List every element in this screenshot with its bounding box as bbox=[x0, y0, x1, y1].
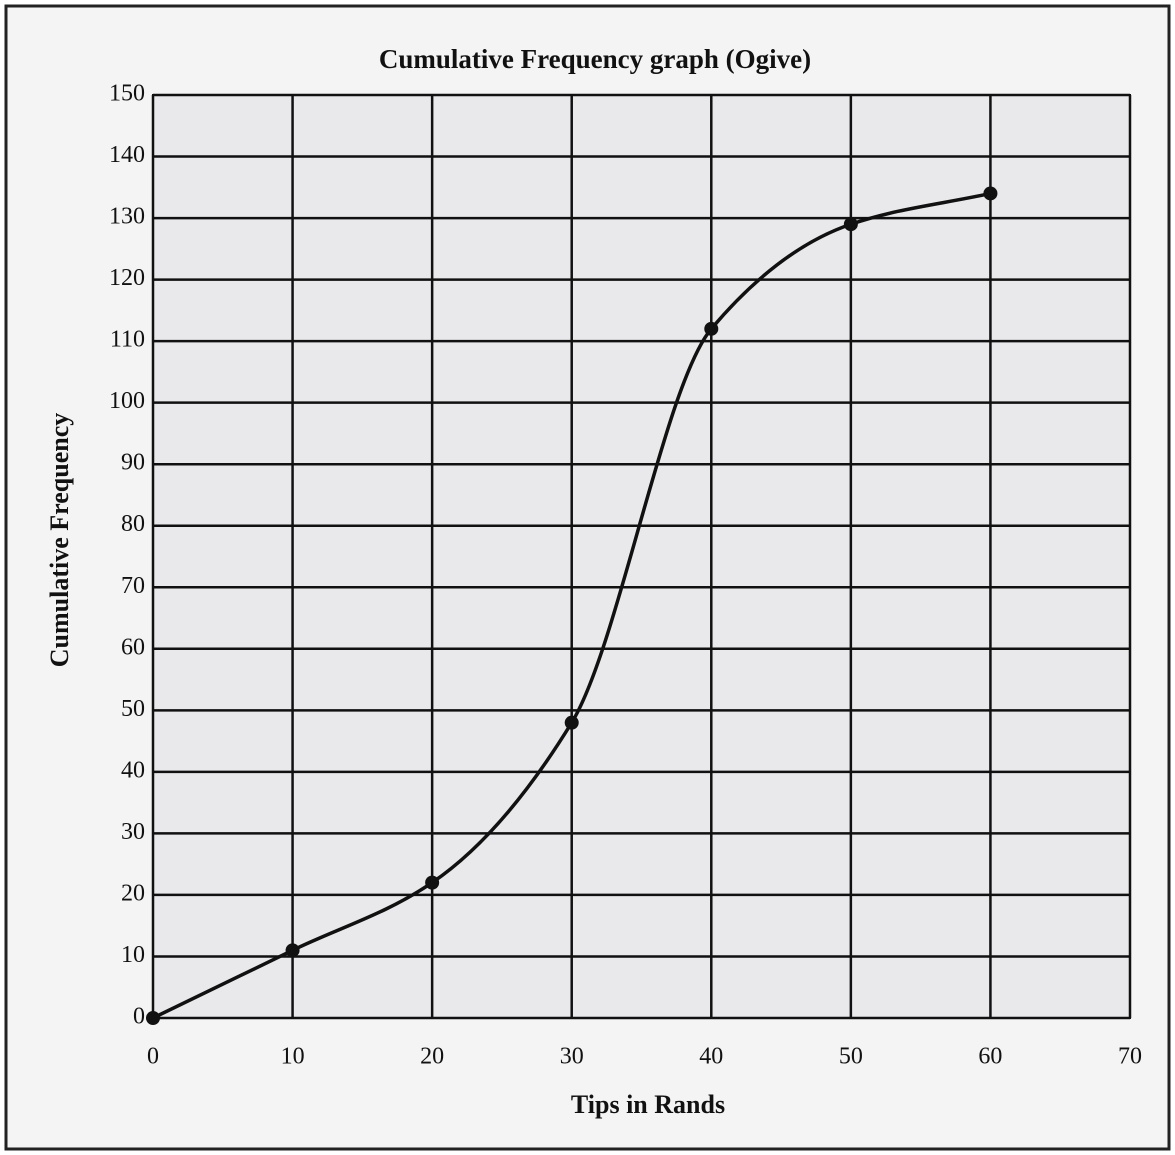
data-point bbox=[564, 715, 579, 730]
y-tick-label: 10 bbox=[121, 942, 145, 968]
y-tick-label: 90 bbox=[121, 450, 145, 476]
y-tick-label: 50 bbox=[121, 696, 145, 722]
y-axis-title: Cumulative Frequency bbox=[45, 413, 74, 667]
ogive-line bbox=[152, 191, 991, 1020]
y-tick-label: 120 bbox=[109, 265, 145, 291]
x-tick-label: 20 bbox=[420, 1044, 444, 1070]
data-point bbox=[983, 186, 998, 201]
y-tick-label: 150 bbox=[109, 81, 145, 107]
x-tick-label: 70 bbox=[1118, 1044, 1142, 1070]
data-point bbox=[285, 943, 300, 958]
x-tick-label: 40 bbox=[699, 1044, 723, 1070]
x-tick-label: 0 bbox=[147, 1044, 159, 1070]
x-tick-label: 50 bbox=[839, 1044, 863, 1070]
y-tick-label: 70 bbox=[121, 573, 145, 599]
x-axis-title: Tips in Rands bbox=[571, 1090, 725, 1119]
y-tick-label: 100 bbox=[109, 388, 145, 414]
y-tick-label: 130 bbox=[109, 204, 145, 230]
plot-area bbox=[152, 94, 1131, 1019]
data-point bbox=[146, 1011, 160, 1025]
y-tick-label: 30 bbox=[121, 819, 145, 845]
y-tick-label: 40 bbox=[121, 757, 145, 783]
y-tick-label: 140 bbox=[109, 142, 145, 168]
y-tick-label: 20 bbox=[121, 880, 145, 906]
y-tick-label: 60 bbox=[121, 634, 145, 660]
y-tick-label: 80 bbox=[121, 511, 145, 537]
x-tick-label: 60 bbox=[978, 1044, 1002, 1070]
chart-title: Cumulative Frequency graph (Ogive) bbox=[379, 44, 811, 74]
data-point bbox=[704, 321, 719, 336]
data-point bbox=[843, 217, 858, 232]
x-tick-label: 30 bbox=[560, 1044, 584, 1070]
y-tick-label: 110 bbox=[110, 327, 145, 353]
data-point bbox=[425, 875, 440, 890]
x-tick-label: 10 bbox=[281, 1044, 305, 1070]
y-tick-label: 0 bbox=[133, 1004, 145, 1030]
